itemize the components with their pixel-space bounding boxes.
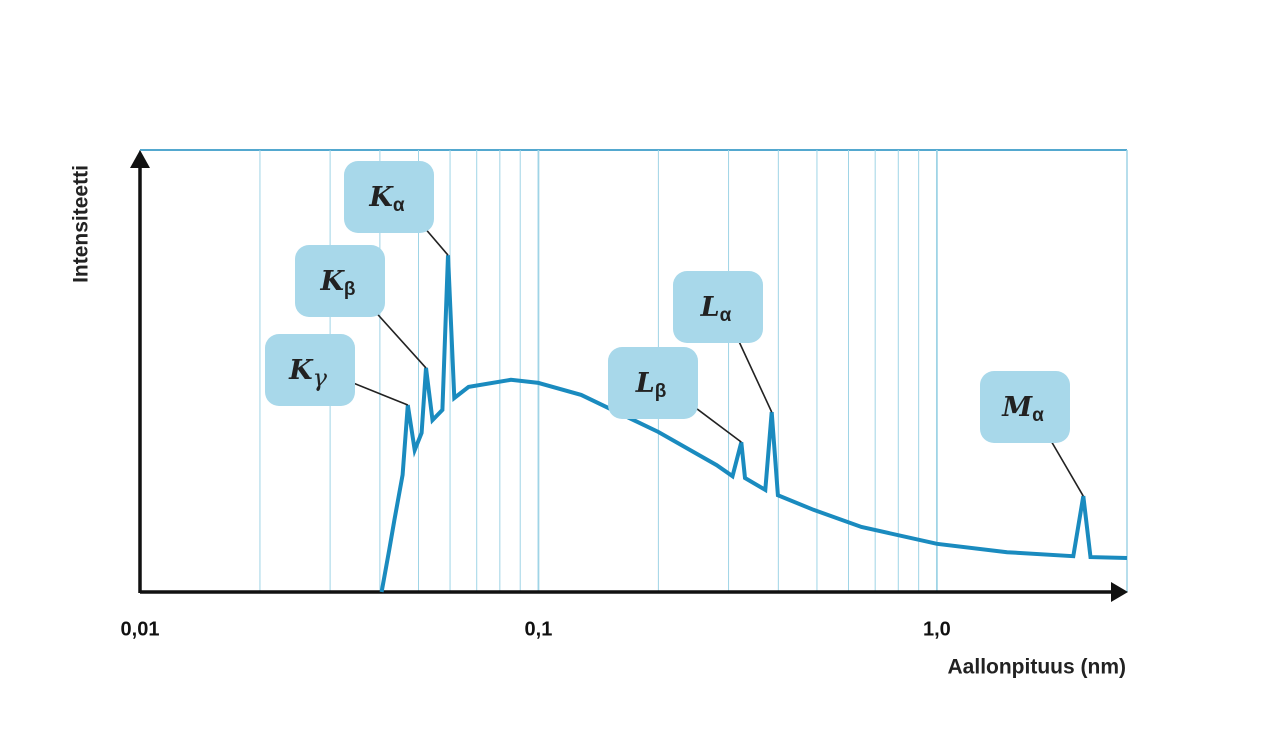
callout-sub: α — [393, 195, 405, 216]
callout-box — [608, 347, 698, 419]
y-axis-arrow — [130, 150, 150, 168]
callout-label: Lα — [700, 292, 732, 327]
callout-box — [295, 245, 385, 317]
leader-line — [347, 380, 409, 406]
callout-sub: β — [344, 279, 356, 300]
y-axis-title: Intensiteetti — [70, 165, 93, 283]
x-tick-label: 1,0 — [923, 618, 951, 640]
x-tick-label: 0,1 — [525, 618, 553, 640]
callout-box — [673, 271, 763, 343]
leader-line — [735, 335, 773, 413]
callout-sub: α — [720, 305, 732, 326]
callout-main: K — [368, 182, 394, 213]
callout-main: L — [635, 368, 655, 399]
callout-box — [344, 161, 434, 233]
callout-box — [980, 371, 1070, 443]
callout-label: Lβ — [635, 368, 667, 403]
callout-label: Mα — [1001, 392, 1044, 427]
leader-line — [1046, 433, 1084, 497]
x-axis-title: Aallonpituus (nm) — [948, 656, 1126, 679]
callout-box — [265, 334, 355, 406]
callout-main: K — [288, 355, 314, 386]
callout-label: Kβ — [319, 266, 355, 301]
callout-sub: β — [655, 381, 667, 402]
x-axis-arrow — [1111, 582, 1128, 602]
callout-main: M — [1001, 392, 1033, 423]
callout-sub: α — [1032, 405, 1044, 426]
callout-main: K — [319, 266, 345, 297]
x-tick-label: 0,01 — [121, 618, 160, 640]
callout-label: Kα — [368, 182, 404, 217]
callout-sub: γ — [313, 364, 328, 392]
callout-main: L — [700, 292, 720, 323]
callout-label: Kγ — [288, 355, 327, 392]
